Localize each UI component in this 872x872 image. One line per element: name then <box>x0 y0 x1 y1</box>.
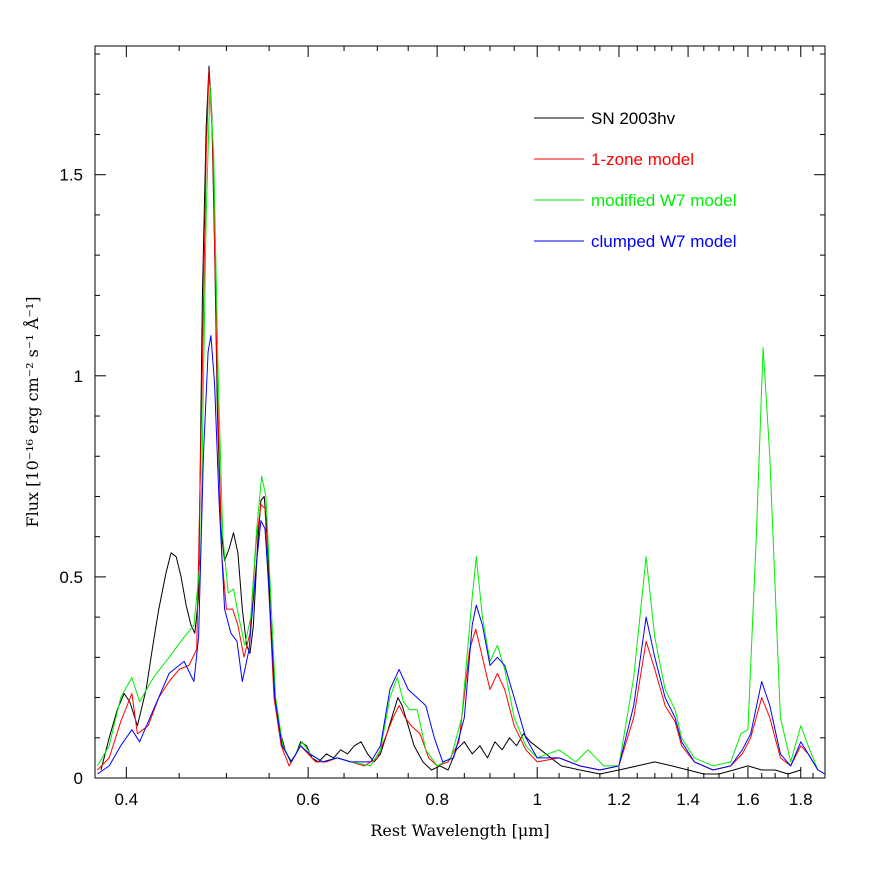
legend: SN 2003hv 1-zone model modified W7 model cl… <box>534 109 737 251</box>
y-tick-label: 0 <box>74 769 83 788</box>
y-tick-label: 1.5 <box>59 166 83 185</box>
legend-label: clumped W7 model <box>591 232 737 251</box>
x-tick-label: 1 <box>532 790 541 809</box>
series-line-1 <box>97 69 826 775</box>
x-tick-label: 1.6 <box>736 790 760 809</box>
axis-layer: 0.4 0.6 0.8 1 1.2 1.4 1.6 1.8 0 0.5 1 1.5 <box>59 46 825 809</box>
y-axis-title: Flux [10⁻¹⁶ erg cm⁻² s⁻¹ Å⁻¹] <box>22 297 42 528</box>
series-line-2 <box>96 85 826 775</box>
series-layer <box>96 65 826 775</box>
y-tick-label: 0.5 <box>59 568 83 587</box>
x-axis-title: Rest Wavelength [μm] <box>370 821 549 840</box>
x-tick-label: 1.2 <box>607 790 631 809</box>
series-line-0 <box>100 65 801 775</box>
x-tick-label: 0.6 <box>296 790 320 809</box>
x-tick-label: 1.4 <box>676 790 700 809</box>
y-tick-label: 1 <box>74 367 83 386</box>
legend-label: 1-zone model <box>591 150 694 169</box>
legend-label: modified W7 model <box>591 191 737 210</box>
series-line-3 <box>97 335 826 775</box>
plot-frame <box>94 45 826 779</box>
x-tick-label: 1.8 <box>789 790 813 809</box>
x-tick-label: 0.4 <box>115 790 139 809</box>
legend-label: SN 2003hv <box>591 109 676 128</box>
x-tick-label: 0.8 <box>425 790 449 809</box>
